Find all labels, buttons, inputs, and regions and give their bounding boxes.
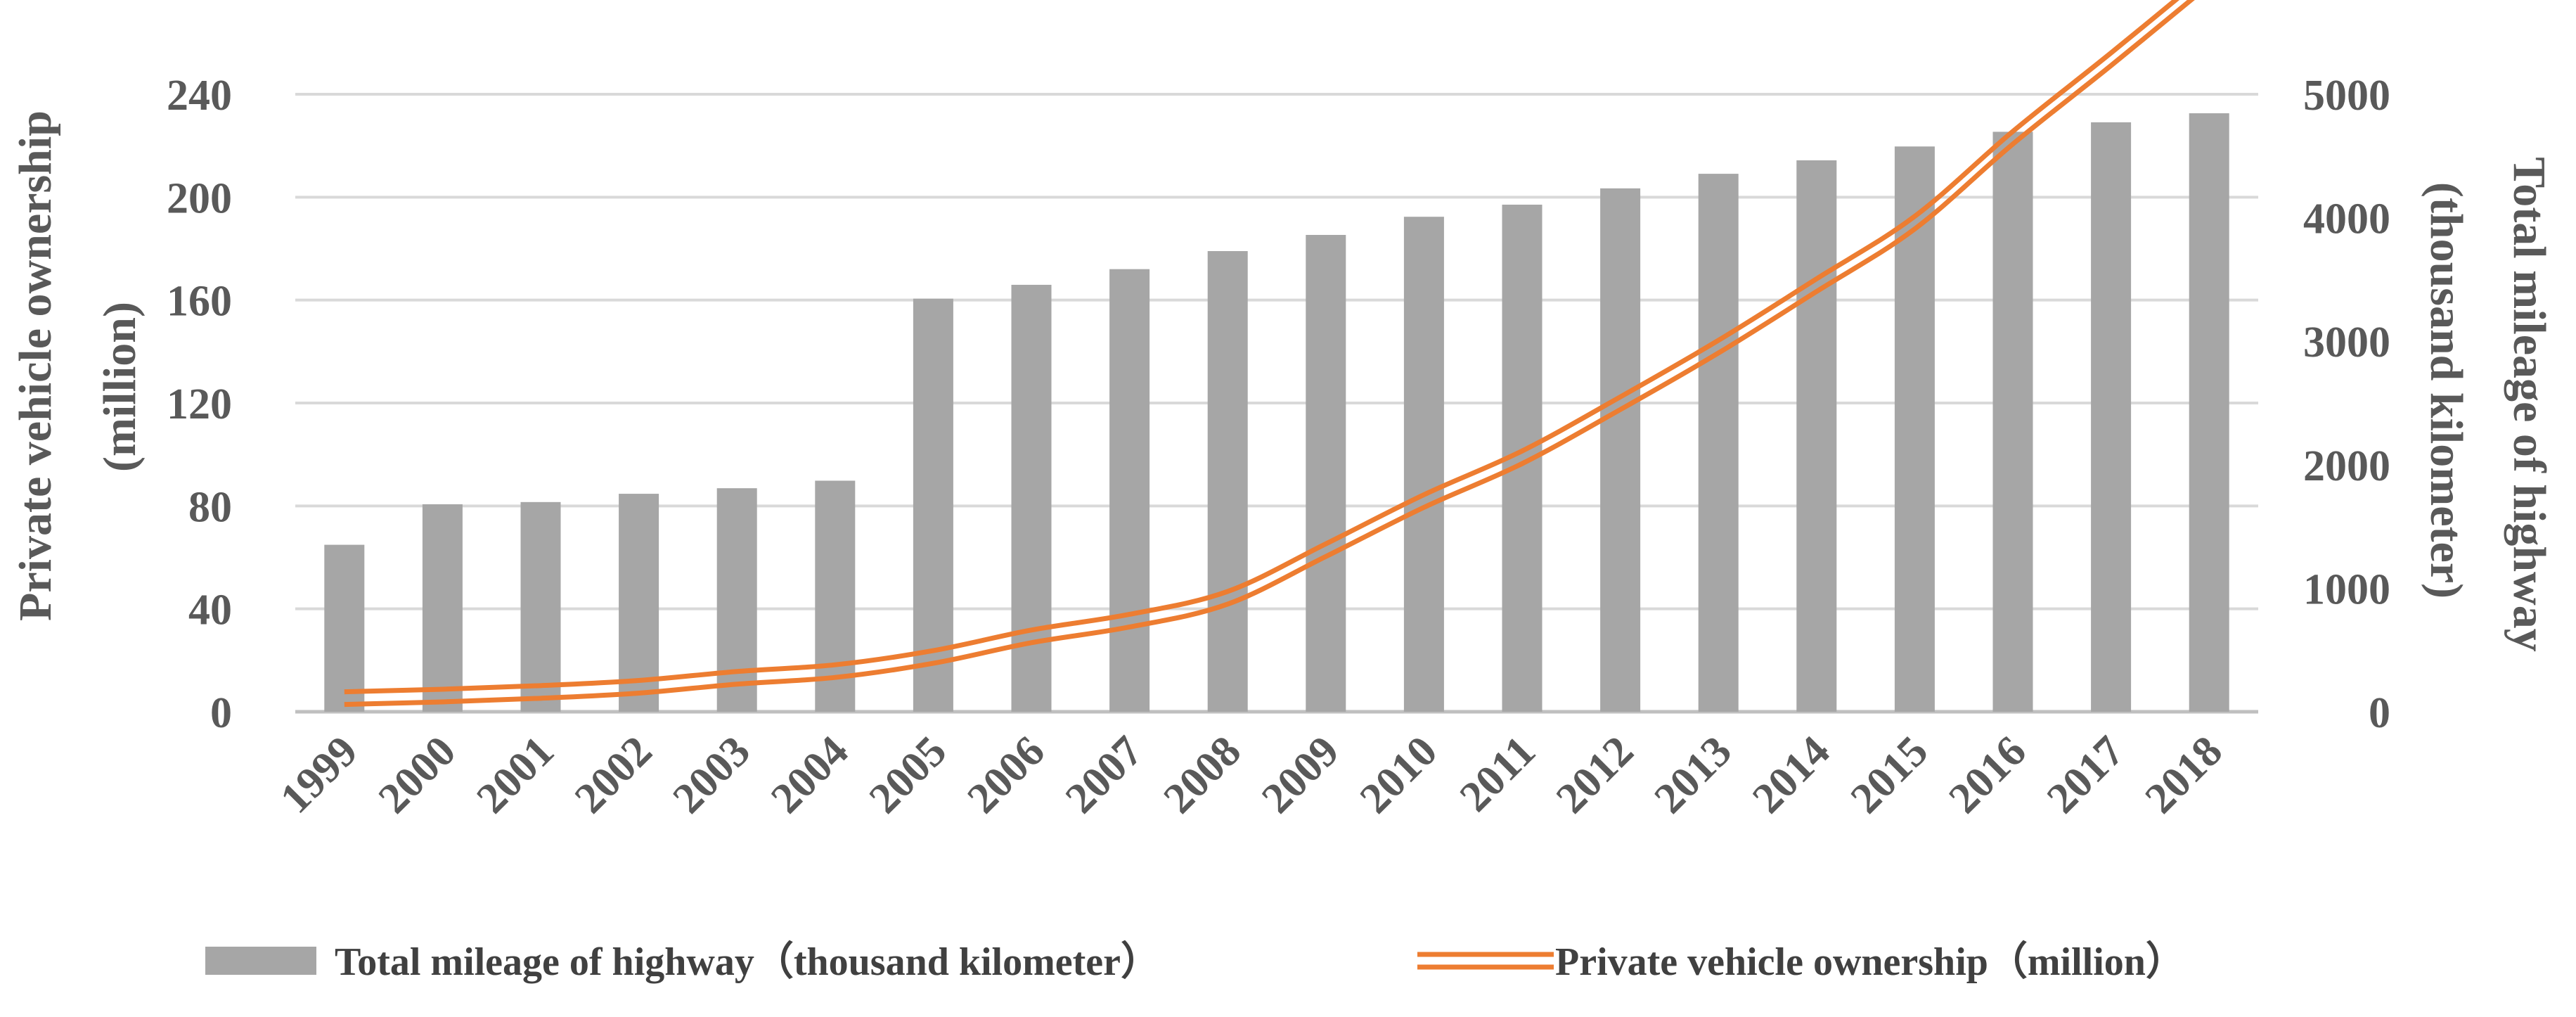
ownership-line-lower xyxy=(344,0,2195,708)
legend-bar-swatch xyxy=(205,947,316,975)
bar-2005 xyxy=(913,298,953,712)
x-tick-label: 2005 xyxy=(861,727,956,823)
x-tick-label: 2006 xyxy=(958,727,1054,823)
line-point-2017 xyxy=(2111,58,2112,60)
bar-2008 xyxy=(1207,251,1248,712)
right-tick-label: 0 xyxy=(2369,689,2390,737)
x-tick-label: 2008 xyxy=(1154,727,1250,823)
left-tick-label: 0 xyxy=(210,689,232,737)
bar-2017 xyxy=(2091,122,2132,712)
left-tick-label: 240 xyxy=(167,72,232,120)
bar-2018 xyxy=(2189,113,2229,712)
bar-2000 xyxy=(422,504,463,712)
bar-2010 xyxy=(1403,217,1444,712)
left-tick-label: 80 xyxy=(188,483,232,531)
legend-bar-label: Total mileage of highway（thousand kilome… xyxy=(335,940,1160,984)
x-tick-label: 2016 xyxy=(1940,727,2035,823)
x-tick-label: 2001 xyxy=(468,727,563,823)
bar-2002 xyxy=(619,494,659,712)
x-tick-label: 2011 xyxy=(1451,727,1545,821)
x-tick-label: 2013 xyxy=(1645,727,1741,823)
bar-2016 xyxy=(1992,132,2033,712)
right-axis-title-line1: Total mileage of highway xyxy=(2504,157,2555,651)
right-tick-label: 3000 xyxy=(2303,319,2390,366)
vehicle-ownership-line xyxy=(344,0,2195,708)
x-tick-label: 2012 xyxy=(1547,727,1643,823)
right-tick-label: 4000 xyxy=(2303,196,2390,243)
x-tick-label: 2017 xyxy=(2038,727,2134,823)
left-axis-ticks: 0 40 80 120 160 200 240 xyxy=(167,72,232,737)
bar-2013 xyxy=(1698,174,1739,712)
x-tick-label: 2014 xyxy=(1744,727,1839,823)
left-axis-title-line2: (million) xyxy=(94,302,146,472)
x-tick-label: 2007 xyxy=(1057,727,1152,823)
x-tick-label: 2010 xyxy=(1351,727,1447,823)
x-tick-label: 2004 xyxy=(762,727,858,823)
legend: Total mileage of highway（thousand kilome… xyxy=(205,940,2185,984)
left-tick-label: 120 xyxy=(167,380,232,428)
bar-2009 xyxy=(1306,235,1346,712)
ownership-line-upper xyxy=(344,0,2180,695)
right-axis-title-line2: (thousand kilometer) xyxy=(2421,182,2472,599)
left-tick-label: 40 xyxy=(188,587,232,634)
bar-1999 xyxy=(324,544,365,712)
left-tick-label: 200 xyxy=(167,174,232,222)
x-tick-label: 2015 xyxy=(1842,727,1938,823)
bar-2001 xyxy=(520,501,561,712)
bar-2003 xyxy=(716,488,757,712)
x-tick-label: 2018 xyxy=(2136,727,2232,823)
bar-2007 xyxy=(1109,269,1150,712)
left-axis-title-line1: Private vehicle ownership xyxy=(10,110,61,621)
x-axis-ticks: 1999 2000 2001 2002 2003 2004 2005 2006 2007 2008… xyxy=(271,727,2232,823)
x-tick-label: 2003 xyxy=(664,727,759,823)
right-tick-label: 1000 xyxy=(2303,565,2390,613)
highway-mileage-bars xyxy=(324,113,2229,712)
bar-2014 xyxy=(1796,160,1837,712)
bar-2012 xyxy=(1600,188,1641,712)
right-tick-label: 2000 xyxy=(2303,442,2390,490)
right-axis-ticks: 0 1000 2000 3000 4000 5000 xyxy=(2303,72,2390,737)
left-tick-label: 160 xyxy=(167,278,232,326)
x-tick-label: 2002 xyxy=(566,727,662,823)
right-tick-label: 5000 xyxy=(2303,72,2390,120)
x-tick-label: 2000 xyxy=(370,727,465,823)
x-tick-label: 2009 xyxy=(1253,727,1348,823)
x-tick-label: 1999 xyxy=(271,727,367,823)
legend-line-label: Private vehicle ownership（million） xyxy=(1555,940,2185,984)
bar-2004 xyxy=(815,480,856,712)
